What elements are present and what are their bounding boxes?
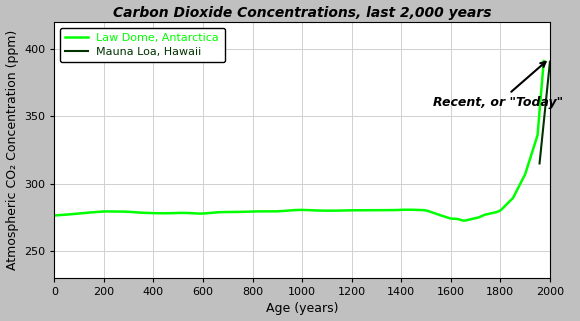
Mauna Loa, Hawaii <box>541 109 548 113</box>
Mauna Loa, Hawaii <box>538 138 545 142</box>
Line: Mauna Loa, Hawaii: Mauna Loa, Hawaii <box>539 62 550 163</box>
Mauna Loa, Hawaii <box>546 68 553 72</box>
Mauna Loa, Hawaii <box>538 142 545 146</box>
Mauna Loa, Hawaii <box>536 161 543 165</box>
Line: Law Dome, Antarctica: Law Dome, Antarctica <box>55 61 544 221</box>
Law Dome, Antarctica <box>347 208 354 212</box>
Mauna Loa, Hawaii <box>542 101 549 105</box>
Title: Carbon Dioxide Concentrations, last 2,000 years: Carbon Dioxide Concentrations, last 2,00… <box>113 5 491 20</box>
Law Dome, Antarctica <box>517 181 524 185</box>
Law Dome, Antarctica <box>84 211 91 215</box>
Mauna Loa, Hawaii <box>546 65 553 69</box>
Legend: Law Dome, Antarctica, Mauna Loa, Hawaii: Law Dome, Antarctica, Mauna Loa, Hawaii <box>60 28 225 62</box>
X-axis label: Age (years): Age (years) <box>266 302 338 316</box>
Text: Recent, or "Today": Recent, or "Today" <box>433 62 564 109</box>
Law Dome, Antarctica <box>264 210 271 213</box>
Law Dome, Antarctica <box>459 219 466 222</box>
Law Dome, Antarctica <box>460 219 467 222</box>
Law Dome, Antarctica <box>51 213 58 217</box>
Y-axis label: Atmospheric CO₂ Concentration (ppm): Atmospheric CO₂ Concentration (ppm) <box>6 30 19 270</box>
Law Dome, Antarctica <box>508 198 514 202</box>
Mauna Loa, Hawaii <box>546 60 553 64</box>
Law Dome, Antarctica <box>541 59 548 63</box>
